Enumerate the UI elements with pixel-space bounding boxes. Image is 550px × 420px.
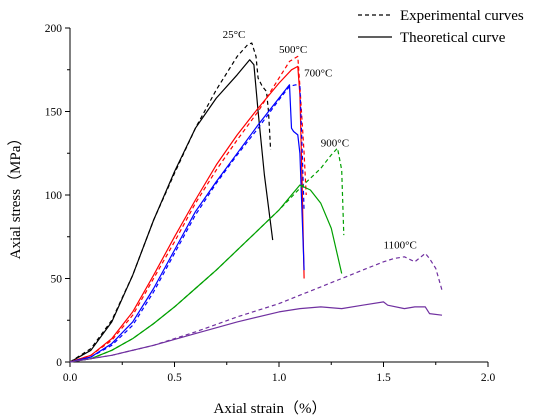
temperature-label: 25°C — [223, 29, 246, 41]
legend-label: Experimental curves — [400, 8, 524, 24]
x-tick-label: 1.0 — [272, 372, 287, 384]
series-700c-experimental — [69, 84, 305, 363]
series-1100c-theoretical — [69, 301, 443, 363]
series-500c-experimental — [69, 55, 307, 363]
series-25c-theoretical — [69, 59, 274, 363]
y-tick-label: 50 — [51, 274, 63, 286]
legend-label: Theoretical curve — [400, 30, 506, 46]
temperature-label: 500°C — [279, 44, 307, 56]
series-900c-theoretical — [69, 184, 343, 363]
annotation-layer: 25°C 500°C 700°C 900°C 1100°C — [223, 29, 417, 251]
y-tick-label: 100 — [45, 190, 63, 202]
legend: Experimental curves Theoretical curve — [358, 8, 524, 46]
series-layer — [69, 42, 443, 363]
series-700c-theoretical — [69, 84, 305, 363]
axes: 0 50 100 150 200 0.0 0.5 1.0 1.5 2.0 — [45, 23, 496, 384]
x-tick-label: 0.0 — [63, 372, 78, 384]
y-tick-label: 150 — [45, 107, 63, 119]
x-tick-label: 0.5 — [167, 372, 182, 384]
x-tick-label: 1.5 — [376, 372, 391, 384]
series-500c-theoretical — [69, 65, 305, 363]
temperature-label: 1100°C — [384, 239, 417, 251]
x-tick-label: 2.0 — [481, 372, 496, 384]
series-1100c-experimental — [69, 252, 443, 363]
y-tick-label: 0 — [56, 357, 62, 369]
x-axis-label: Axial strain（%） — [214, 400, 327, 417]
temperature-label: 900°C — [321, 138, 349, 150]
y-axis-label: Axial stress（MPa） — [7, 131, 24, 260]
temperature-label: 700°C — [304, 67, 332, 79]
series-25c-experimental — [69, 42, 272, 363]
y-tick-label: 200 — [45, 23, 63, 35]
